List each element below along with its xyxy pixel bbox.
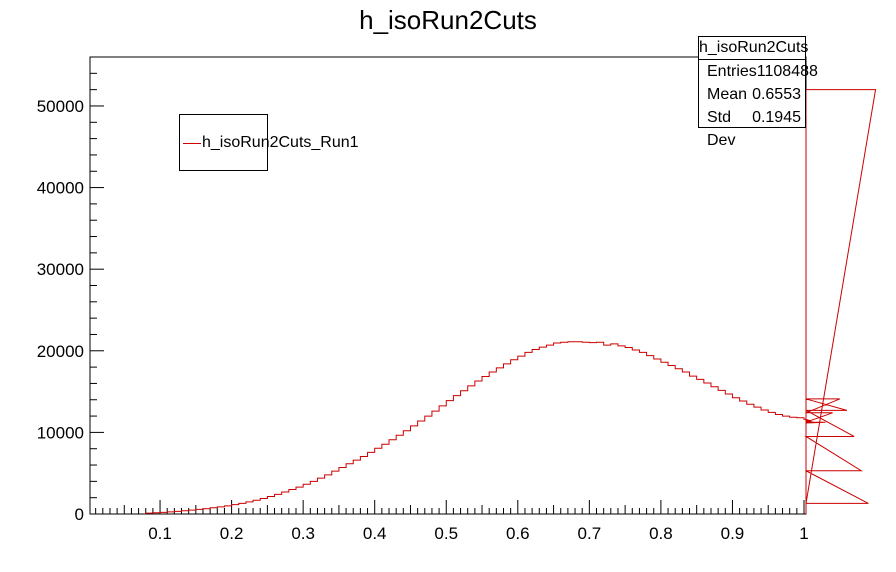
legend-label: h_isoRun2Cuts_Run1	[202, 134, 359, 151]
stats-label: Entries	[707, 63, 757, 80]
y-axis-ticks: 0 10000 20000 30000 40000 50000	[37, 56, 104, 524]
histogram-series-line	[145, 89, 877, 514]
stats-row-stddev: Std Dev 0.1945	[699, 106, 805, 149]
chart-title: h_isoRun2Cuts	[359, 5, 537, 35]
x-tick-label: 0.1	[148, 524, 172, 543]
x-tick-label: 0.4	[363, 524, 387, 543]
stats-box: h_isoRun2Cuts Entries 1108488 Mean 0.655…	[698, 36, 818, 149]
x-tick-label: 0.8	[649, 524, 673, 543]
y-tick-label: 40000	[37, 179, 84, 198]
y-tick-label: 10000	[37, 423, 84, 442]
stats-row-mean: Mean 0.6553	[699, 83, 805, 106]
stats-value: 0.6553	[752, 86, 801, 103]
stats-box-title: h_isoRun2Cuts	[699, 37, 808, 60]
y-tick-label: 50000	[37, 97, 84, 116]
x-tick-label: 0.3	[291, 524, 315, 543]
y-tick-label: 0	[75, 505, 84, 524]
x-tick-label: 0.2	[220, 524, 244, 543]
legend: h_isoRun2Cuts_Run1	[179, 114, 359, 171]
stats-row-entries: Entries 1108488	[699, 60, 818, 83]
x-axis-ticks: 0.1 0.2 0.3 0.4 0.5 0.6 0.7 0.8 0.9 1	[95, 500, 809, 543]
x-tick-label: 0.9	[721, 524, 745, 543]
y-tick-label: 20000	[37, 342, 84, 361]
stats-label: Std Dev	[707, 109, 736, 149]
x-tick-label: 1	[799, 524, 808, 543]
stats-value: 0.1945	[752, 109, 801, 126]
x-tick-label: 0.7	[578, 524, 602, 543]
legend-line-swatch	[183, 143, 201, 144]
stats-label: Mean	[707, 86, 748, 103]
y-tick-label: 30000	[37, 260, 84, 279]
x-tick-label: 0.6	[506, 524, 530, 543]
stats-value: 1108488	[756, 63, 818, 80]
x-tick-label: 0.5	[434, 524, 458, 543]
